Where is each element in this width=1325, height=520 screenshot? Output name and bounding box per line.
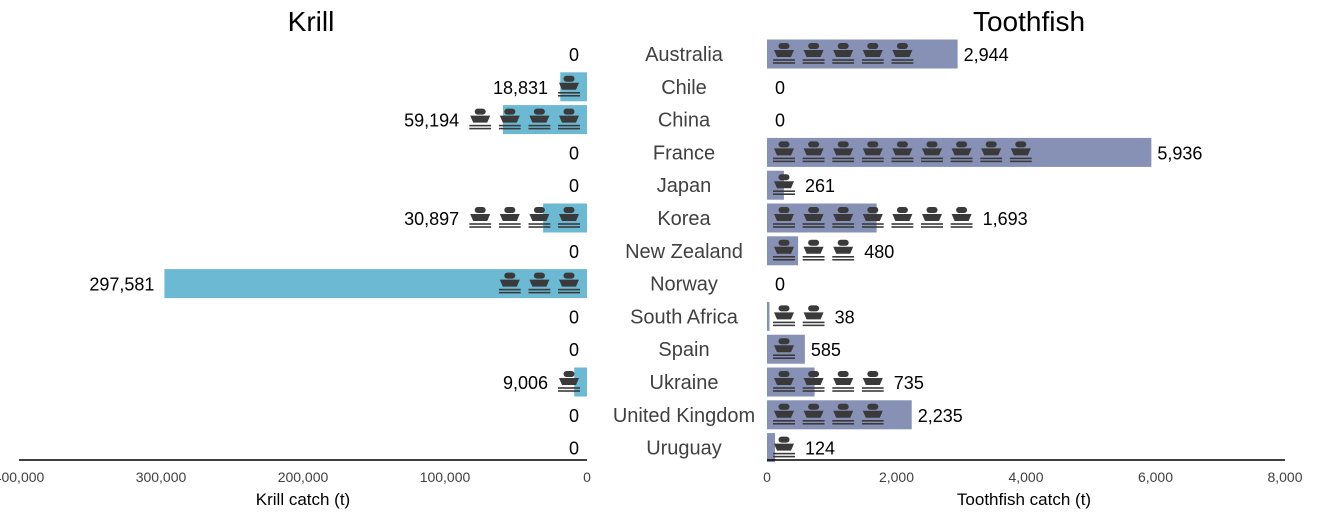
country-label-uruguay: Uruguay	[646, 438, 722, 460]
toothfish-vessel-icon-uruguay	[773, 436, 795, 458]
toothfish-vessel-icon-korea	[950, 207, 973, 228]
toothfish-value-label-new-zealand: 480	[864, 242, 894, 262]
krill-tick-label: 400,000	[0, 469, 45, 485]
krill-value-label-australia: 0	[569, 45, 579, 65]
toothfish-vessel-icon-south-africa	[802, 305, 825, 327]
toothfish-vessel-icon-ukraine	[861, 371, 884, 392]
krill-bar-ukraine	[574, 367, 587, 397]
toothfish-value-label-spain: 585	[811, 340, 841, 360]
krill-value-label-united-kingdom: 0	[569, 406, 579, 426]
krill-tick-label: 300,000	[136, 469, 187, 485]
krill-value-label-korea: 30,897	[404, 209, 459, 229]
toothfish-value-label-ukraine: 735	[894, 373, 924, 393]
krill-vessel-icon-china	[469, 108, 492, 130]
toothfish-value-label-australia: 2,944	[964, 45, 1009, 65]
toothfish-bar-south-africa	[767, 301, 770, 331]
toothfish-tick-label: 8,000	[1267, 469, 1302, 485]
toothfish-value-label-china: 0	[775, 111, 785, 131]
krill-vessel-icon-korea	[498, 207, 521, 228]
toothfish-x-axis-label: Toothfish catch (t)	[957, 490, 1091, 509]
toothfish-bar-australia	[767, 39, 958, 69]
krill-tick-label: 100,000	[420, 469, 471, 485]
country-label-china: China	[658, 110, 711, 132]
toothfish-value-label-korea: 1,693	[983, 209, 1028, 229]
toothfish-value-label-united-kingdom: 2,235	[918, 406, 963, 426]
toothfish-tick-label: 0	[763, 469, 771, 485]
krill-x-axis-label: Krill catch (t)	[256, 490, 350, 509]
krill-value-label-ukraine: 9,006	[503, 373, 548, 393]
country-label-norway: Norway	[650, 274, 718, 296]
krill-value-label-japan: 0	[569, 176, 579, 196]
country-label-france: France	[653, 142, 715, 164]
toothfish-bar-uruguay	[767, 433, 776, 463]
krill-value-label-france: 0	[569, 143, 579, 163]
toothfish-vessel-icon-korea	[921, 207, 943, 228]
toothfish-value-label-chile: 0	[775, 78, 785, 98]
toothfish-value-label-norway: 0	[775, 275, 785, 295]
toothfish-tick-label: 4,000	[1008, 469, 1043, 485]
country-label-korea: Korea	[657, 208, 711, 230]
country-label-chile: Chile	[661, 77, 707, 99]
krill-value-label-south-africa: 0	[569, 307, 579, 327]
toothfish-panel-title: Toothfish	[973, 6, 1085, 37]
toothfish-vessel-icon-new-zealand	[802, 239, 825, 261]
toothfish-vessel-icon-ukraine	[832, 371, 855, 392]
toothfish-vessel-icon-new-zealand	[832, 239, 855, 261]
toothfish-value-label-uruguay: 124	[805, 439, 835, 459]
krill-vessel-icon-korea	[469, 207, 492, 228]
country-label-japan: Japan	[657, 175, 712, 197]
country-label-new-zealand: New Zealand	[625, 241, 743, 263]
toothfish-vessel-icon-korea	[891, 207, 914, 228]
krill-panel-title: Krill	[288, 6, 335, 37]
krill-bar-norway	[164, 269, 587, 299]
country-label-south-africa: South Africa	[630, 306, 739, 328]
country-label-australia: Australia	[645, 44, 724, 66]
krill-value-label-uruguay: 0	[569, 439, 579, 459]
krill-tick-label: 200,000	[278, 469, 329, 485]
country-label-united-kingdom: United Kingdom	[613, 405, 755, 427]
krill-value-label-chile: 18,831	[493, 78, 548, 98]
toothfish-tick-label: 6,000	[1138, 469, 1173, 485]
toothfish-value-label-japan: 261	[805, 176, 835, 196]
toothfish-vessel-icon-south-africa	[773, 305, 795, 327]
krill-tick-label: 0	[583, 469, 591, 485]
krill-value-label-norway: 297,581	[89, 275, 154, 295]
krill-value-label-new-zealand: 0	[569, 242, 579, 262]
toothfish-value-label-france: 5,936	[1157, 143, 1202, 163]
krill-value-label-spain: 0	[569, 340, 579, 360]
country-label-spain: Spain	[658, 339, 709, 361]
toothfish-value-label-south-africa: 38	[835, 307, 855, 327]
toothfish-tick-label: 2,000	[879, 469, 914, 485]
country-label-ukraine: Ukraine	[650, 372, 719, 394]
krill-value-label-china: 59,194	[404, 111, 459, 131]
